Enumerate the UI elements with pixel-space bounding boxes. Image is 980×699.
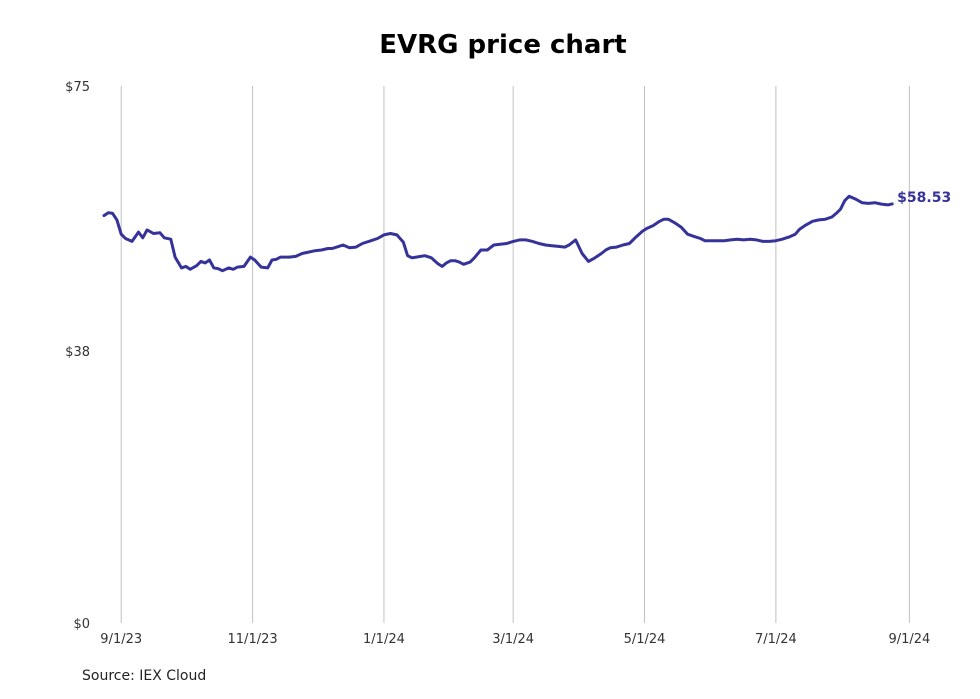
y-tick-label: $75 [65,80,90,95]
y-tick-label: $0 [73,617,90,632]
x-tick-label: 1/1/24 [363,632,405,647]
price-series [102,194,894,273]
price-line [102,194,894,273]
x-tick-label: 3/1/24 [492,632,534,647]
x-tick-label: 9/1/24 [888,632,930,647]
x-tick-label: 5/1/24 [624,632,666,647]
x-tick-label: 11/1/23 [228,632,278,647]
grid-lines [120,86,910,623]
last-value-label: $58.53 [897,190,951,206]
last-value-label-group: $58.53 [897,190,951,206]
source-note: Source: IEX Cloud [82,668,207,684]
x-tick-label: 7/1/24 [755,632,797,647]
chart-title: EVRG price chart [379,30,627,60]
y-tick-label: $38 [65,345,90,360]
x-tick-label: 9/1/23 [100,632,142,647]
x-axis-ticks: 9/1/23 11/1/23 1/1/24 3/1/24 5/1/24 7/1/24 9/1… [100,632,930,647]
y-axis-ticks: $0 $38 $75 [65,80,90,632]
